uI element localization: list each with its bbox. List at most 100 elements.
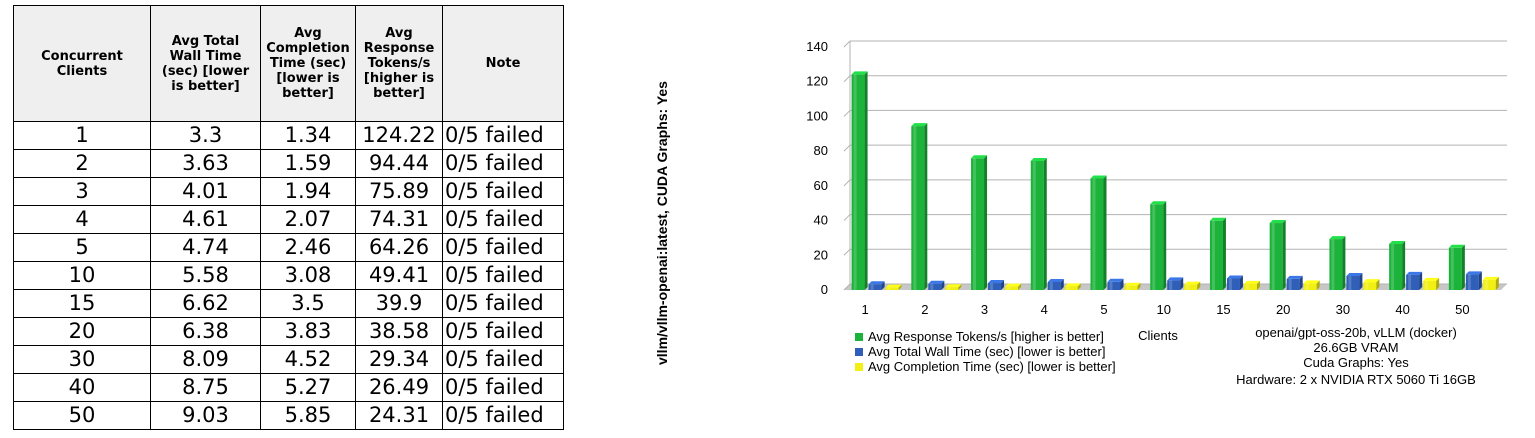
table-cell: 75.89 <box>355 177 443 206</box>
bar-highlight <box>1331 239 1335 290</box>
bar-top <box>1209 217 1226 221</box>
bar-front <box>1329 239 1343 290</box>
bar-top <box>1329 236 1346 240</box>
table-row: 15 6.62 3.5 39.9 0/5 failed <box>13 289 564 318</box>
bar-side <box>1043 158 1047 290</box>
table-cell: 1 <box>13 121 151 150</box>
legend-label: Avg Response Tokens/s [higher is better] <box>868 329 1104 344</box>
gridline-side <box>843 110 851 117</box>
bar-top <box>1064 283 1081 287</box>
bar-side <box>1060 278 1064 290</box>
bar-highlight <box>1450 247 1454 290</box>
bar-front <box>1124 285 1138 290</box>
bar-side <box>1299 275 1303 290</box>
bar-front <box>1005 286 1019 290</box>
table-cell: 5.58 <box>150 261 261 290</box>
table-cell: 40 <box>13 373 151 402</box>
bar-highlight <box>1066 286 1070 290</box>
x-tick-label: 5 <box>1100 302 1107 317</box>
gridline-side <box>843 75 851 83</box>
bar-side <box>1001 280 1005 290</box>
bar-side <box>1077 283 1081 290</box>
x-tick-label: 4 <box>1041 302 1048 317</box>
info-line: openai/gpt-oss-20b, vLLM (docker) <box>1255 325 1457 340</box>
table-cell: 5.27 <box>260 373 356 402</box>
bar-highlight <box>1109 281 1113 290</box>
column-header-line: is better] <box>171 78 240 94</box>
y-tick-label: 120 <box>806 74 828 89</box>
bar-highlight <box>887 287 891 290</box>
bar-highlight <box>1467 274 1471 290</box>
table-row: 2 3.63 1.59 94.44 0/5 failed <box>13 149 564 178</box>
x-tick-label: 50 <box>1455 302 1469 317</box>
bar-front <box>1209 220 1223 290</box>
legend-label: Avg Total Wall Time (sec) [lower is bett… <box>868 344 1105 359</box>
table-cell: 0/5 failed <box>442 261 564 290</box>
table-cell: 74.31 <box>355 205 443 234</box>
bar-front <box>1226 278 1240 290</box>
table-cell: 3.5 <box>260 289 356 318</box>
table-cell: 1.59 <box>260 149 356 178</box>
bar-highlight <box>853 74 857 290</box>
bar-highlight <box>1391 244 1395 290</box>
table-row: 10 5.58 3.08 49.41 0/5 failed <box>13 261 564 290</box>
bar-front <box>1465 274 1479 290</box>
gridline-side <box>843 248 851 256</box>
bar-side <box>1256 280 1260 290</box>
column-header-line: Concurrent <box>41 48 123 64</box>
bar-side <box>1018 283 1022 290</box>
bar-side <box>1402 241 1406 290</box>
bar-highlight <box>1365 282 1369 290</box>
bar-highlight <box>1305 283 1309 290</box>
bar-front <box>945 287 959 290</box>
bar-front <box>851 74 865 290</box>
table-cell: 8.75 <box>150 373 261 402</box>
bar-highlight <box>1288 278 1292 290</box>
bar-highlight <box>1211 220 1215 290</box>
bar-side <box>1376 279 1380 290</box>
table-cell: 4.74 <box>150 233 261 262</box>
bar-top <box>885 284 902 288</box>
table-row: 20 6.38 3.83 38.58 0/5 failed <box>13 317 564 346</box>
bar-top <box>1465 271 1482 275</box>
table-cell: 38.58 <box>355 317 443 346</box>
bar-front <box>971 158 985 290</box>
bar-top <box>1167 277 1184 281</box>
table-cell: 0/5 failed <box>442 205 564 234</box>
bar-top <box>1406 271 1423 275</box>
results-table: Concurrent Clients Avg Total Wall Time (sec)… <box>13 5 564 430</box>
bar-front <box>988 283 1002 290</box>
table-cell: 4 <box>13 205 151 234</box>
table-cell: 2.46 <box>260 233 356 262</box>
bar-highlight <box>1348 275 1352 290</box>
bar-highlight <box>1092 178 1096 290</box>
y-tick-label: 100 <box>806 108 828 123</box>
gridline-side <box>843 40 851 48</box>
bar-side <box>1282 220 1286 290</box>
bar-top <box>1047 278 1064 282</box>
table-cell: 0/5 failed <box>442 317 564 346</box>
legend-swatch <box>855 333 863 341</box>
bar-top <box>988 280 1005 284</box>
bar-side <box>864 71 868 290</box>
table-cell: 4.61 <box>150 205 261 234</box>
bar-highlight <box>947 287 951 290</box>
table-cell: 49.41 <box>355 261 443 290</box>
y-tick-label: 40 <box>814 213 828 228</box>
bar-side <box>1436 277 1440 290</box>
column-header-line: Response <box>363 41 435 56</box>
bar-front <box>928 283 942 290</box>
bar-top <box>1005 283 1022 287</box>
bar-highlight <box>913 126 917 291</box>
table-cell: 29.34 <box>355 345 443 374</box>
bar-front <box>1346 275 1360 290</box>
bar-side <box>941 280 945 290</box>
table-cell: 6.62 <box>150 289 261 318</box>
column-header: Concurrent Clients <box>13 5 151 122</box>
gridline-side <box>843 144 851 152</box>
table-cell: 9.03 <box>150 401 261 430</box>
bar-top <box>911 123 928 127</box>
plot-background <box>850 41 1507 284</box>
bar-side <box>1197 281 1201 290</box>
table-cell: 124.22 <box>355 121 443 150</box>
